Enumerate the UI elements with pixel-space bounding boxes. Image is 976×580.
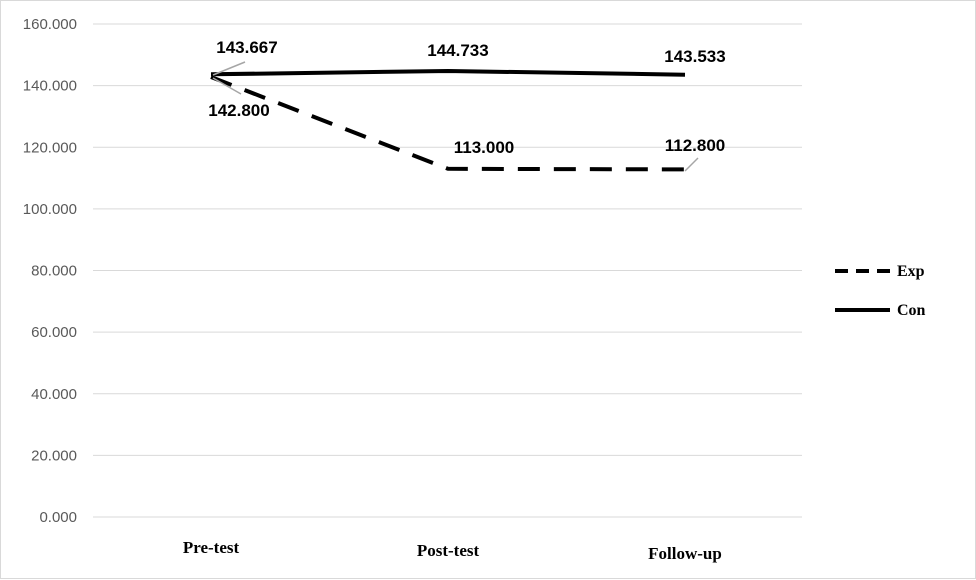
y-tick-label: 160.000 bbox=[23, 16, 77, 33]
leader-line bbox=[212, 61, 246, 76]
y-tick-label: 120.000 bbox=[23, 139, 77, 156]
y-tick-label: 80.000 bbox=[31, 263, 77, 280]
series-line-con bbox=[210, 69, 686, 77]
data-label-exp: 113.000 bbox=[454, 138, 515, 157]
data-label-exp: 142.800 bbox=[208, 101, 269, 120]
legend: Exp Con bbox=[835, 263, 926, 319]
leader-line bbox=[212, 77, 242, 95]
series-lines bbox=[210, 69, 686, 172]
data-label-con: 143.667 bbox=[216, 38, 277, 57]
leader-line bbox=[684, 157, 699, 172]
x-category-label: Post-test bbox=[417, 541, 480, 560]
x-category-label: Pre-test bbox=[183, 538, 240, 557]
data-label-exp: 112.800 bbox=[665, 136, 726, 155]
data-label-con: 143.533 bbox=[664, 47, 725, 66]
data-labels: 142.800 113.000 112.800 143.667 144.733 143.5… bbox=[208, 38, 725, 157]
data-label-leader-lines bbox=[212, 61, 699, 172]
data-label-con: 144.733 bbox=[427, 41, 488, 60]
x-axis-category-labels: Pre-test Post-test Follow-up bbox=[183, 538, 722, 563]
y-tick-label: 100.000 bbox=[23, 201, 77, 218]
gridlines bbox=[93, 23, 802, 518]
y-tick-label: 20.000 bbox=[31, 447, 77, 464]
y-tick-label: 40.000 bbox=[31, 386, 77, 403]
y-tick-label: 60.000 bbox=[31, 324, 77, 341]
series-line-exp bbox=[210, 75, 686, 172]
y-tick-label: 0.000 bbox=[39, 509, 77, 526]
y-tick-label: 140.000 bbox=[23, 78, 77, 95]
y-axis-tick-labels: 0.000 20.000 40.000 60.000 80.000 100.000 120.… bbox=[23, 16, 77, 526]
x-category-label: Follow-up bbox=[648, 544, 722, 563]
legend-label-con: Con bbox=[897, 302, 926, 319]
legend-label-exp: Exp bbox=[897, 263, 925, 280]
